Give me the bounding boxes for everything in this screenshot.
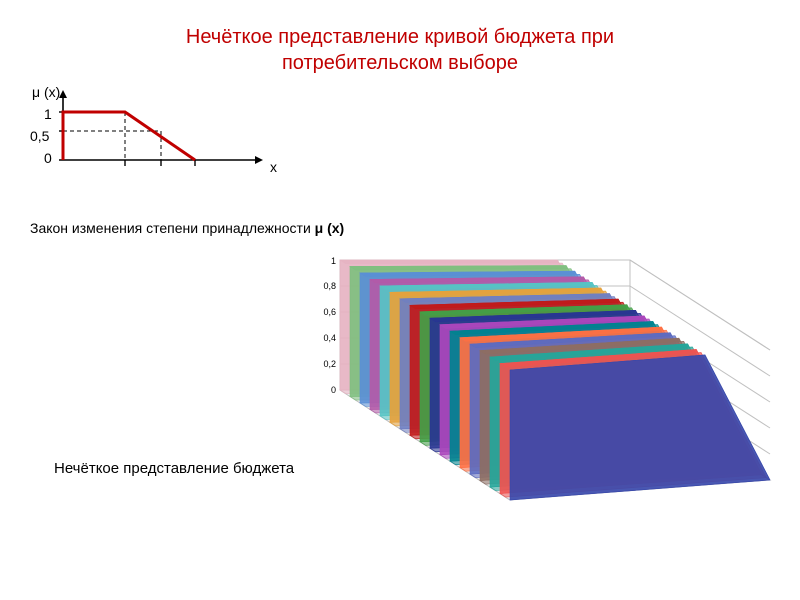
title-line-2: потребительском выборе (282, 52, 518, 74)
series-ribbons (340, 260, 770, 500)
caption-law-text: Закон изменения степени принадлежности (30, 220, 315, 236)
z-ticks: 0 0,2 0,4 0,6 0,8 1 (323, 256, 336, 395)
ytick-0: 0 (44, 150, 52, 166)
fuzzy-budget-3d-chart: 0 0,2 0,4 0,6 0,8 1 (310, 250, 790, 570)
ztick-06: 0,6 (323, 307, 336, 317)
ztick-02: 0,2 (323, 359, 336, 369)
ytick-1: 1 (44, 106, 52, 122)
title-line-1: Нечёткое представление кривой бюджета пр… (186, 26, 614, 48)
ztick-08: 0,8 (323, 281, 336, 291)
ytick-05: 0,5 (30, 128, 49, 144)
page-title: Нечёткое представление кривой бюджета пр… (0, 24, 800, 76)
y-axis-label: μ (х) (32, 84, 60, 100)
caption-law-bold: μ (х) (315, 220, 345, 236)
ztick-1: 1 (331, 256, 336, 266)
caption-membership-law: Закон изменения степени принадлежности μ… (30, 220, 344, 236)
ztick-0: 0 (331, 385, 336, 395)
membership-curve-chart (58, 90, 278, 180)
ztick-04: 0,4 (323, 333, 336, 343)
caption-fuzzy-budget: Нечёткое представление бюджета (54, 460, 294, 477)
